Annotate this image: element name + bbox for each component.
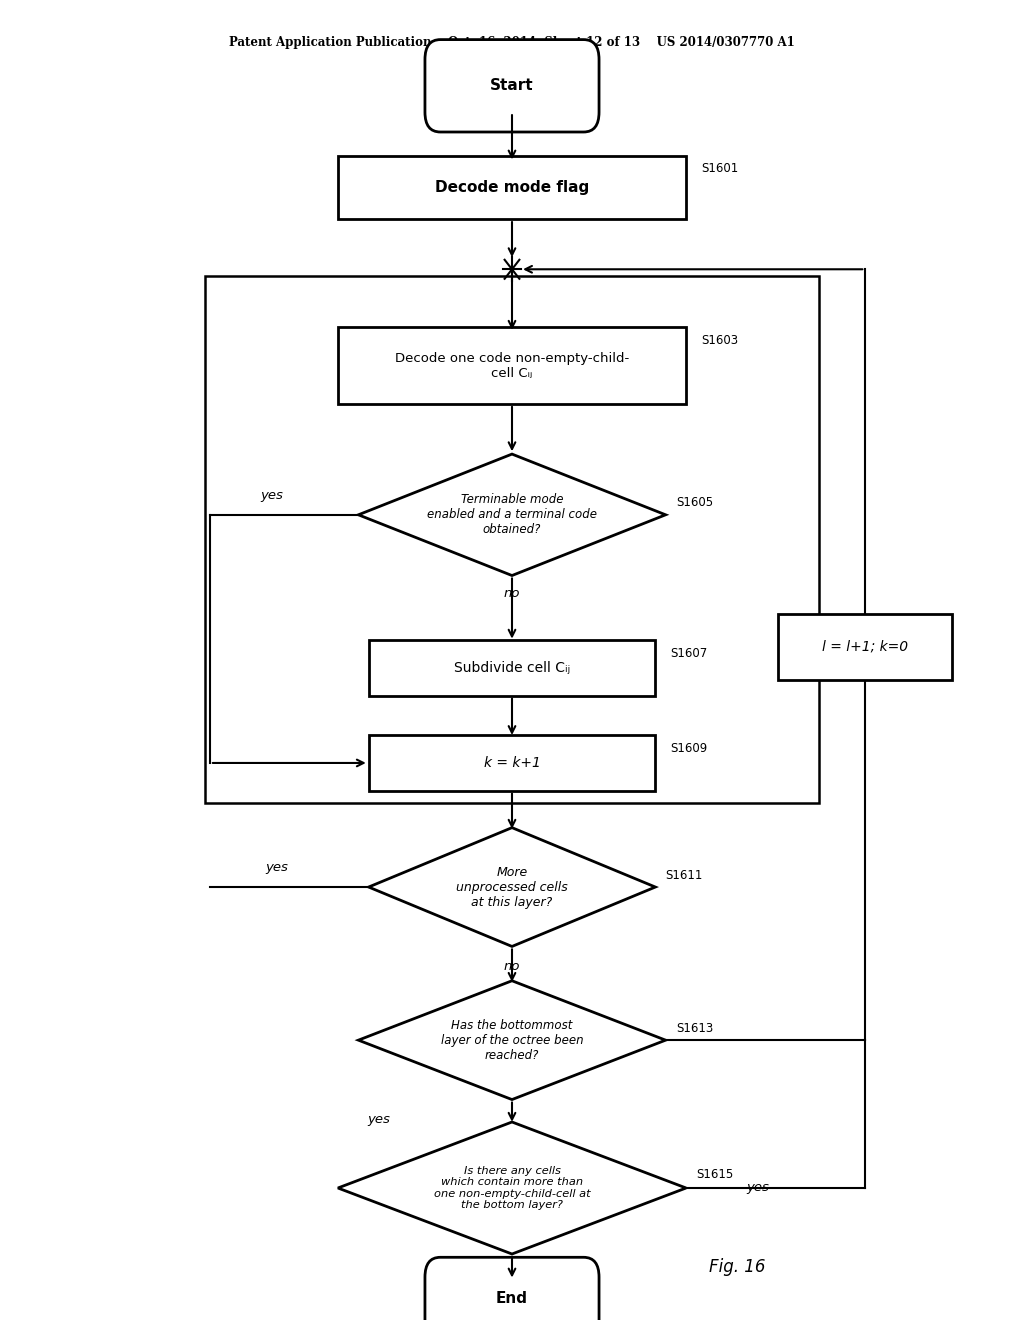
Text: Fig. 16: Fig. 16 [709,1258,766,1276]
FancyBboxPatch shape [425,1257,599,1320]
Polygon shape [358,981,666,1100]
Bar [778,614,952,680]
Text: no: no [504,587,520,601]
Text: l = l+1; k=0: l = l+1; k=0 [822,640,908,653]
Bar [338,156,686,219]
Text: no: no [504,960,520,973]
Text: S1605: S1605 [676,496,713,510]
Text: k = k+1: k = k+1 [483,756,541,770]
Text: Start: Start [490,78,534,94]
Text: Has the bottommost
layer of the octree been
reached?: Has the bottommost layer of the octree b… [440,1019,584,1061]
Text: Decode mode flag: Decode mode flag [435,180,589,195]
Text: S1611: S1611 [666,869,702,882]
FancyBboxPatch shape [425,40,599,132]
Text: End: End [496,1291,528,1307]
Text: More
unprocessed cells
at this layer?: More unprocessed cells at this layer? [456,866,568,908]
Text: Subdivide cell Cᵢⱼ: Subdivide cell Cᵢⱼ [454,661,570,675]
Text: Decode one code non-empty-child-
cell Cᵢⱼ: Decode one code non-empty-child- cell Cᵢ… [395,351,629,380]
Text: S1601: S1601 [701,162,738,176]
Bar [369,640,655,696]
Text: S1603: S1603 [701,334,738,347]
Bar [205,276,819,803]
Text: S1613: S1613 [676,1022,713,1035]
Text: yes: yes [265,861,288,874]
Polygon shape [338,1122,686,1254]
Text: yes: yes [368,1113,390,1126]
Text: no: no [504,1270,520,1283]
Polygon shape [369,828,655,946]
Bar [369,735,655,791]
Bar [338,327,686,404]
Polygon shape [358,454,666,576]
Text: S1615: S1615 [696,1168,733,1181]
Text: S1607: S1607 [671,647,708,660]
Text: Is there any cells
which contain more than
one non-empty-child-cell at
the botto: Is there any cells which contain more th… [434,1166,590,1210]
Text: Patent Application Publication    Oct. 16, 2014  Sheet 12 of 13    US 2014/03077: Patent Application Publication Oct. 16, … [229,36,795,49]
Text: yes: yes [260,488,283,502]
Text: S1609: S1609 [671,742,708,755]
Text: yes: yes [746,1181,769,1195]
Text: Terminable mode
enabled and a terminal code
obtained?: Terminable mode enabled and a terminal c… [427,494,597,536]
